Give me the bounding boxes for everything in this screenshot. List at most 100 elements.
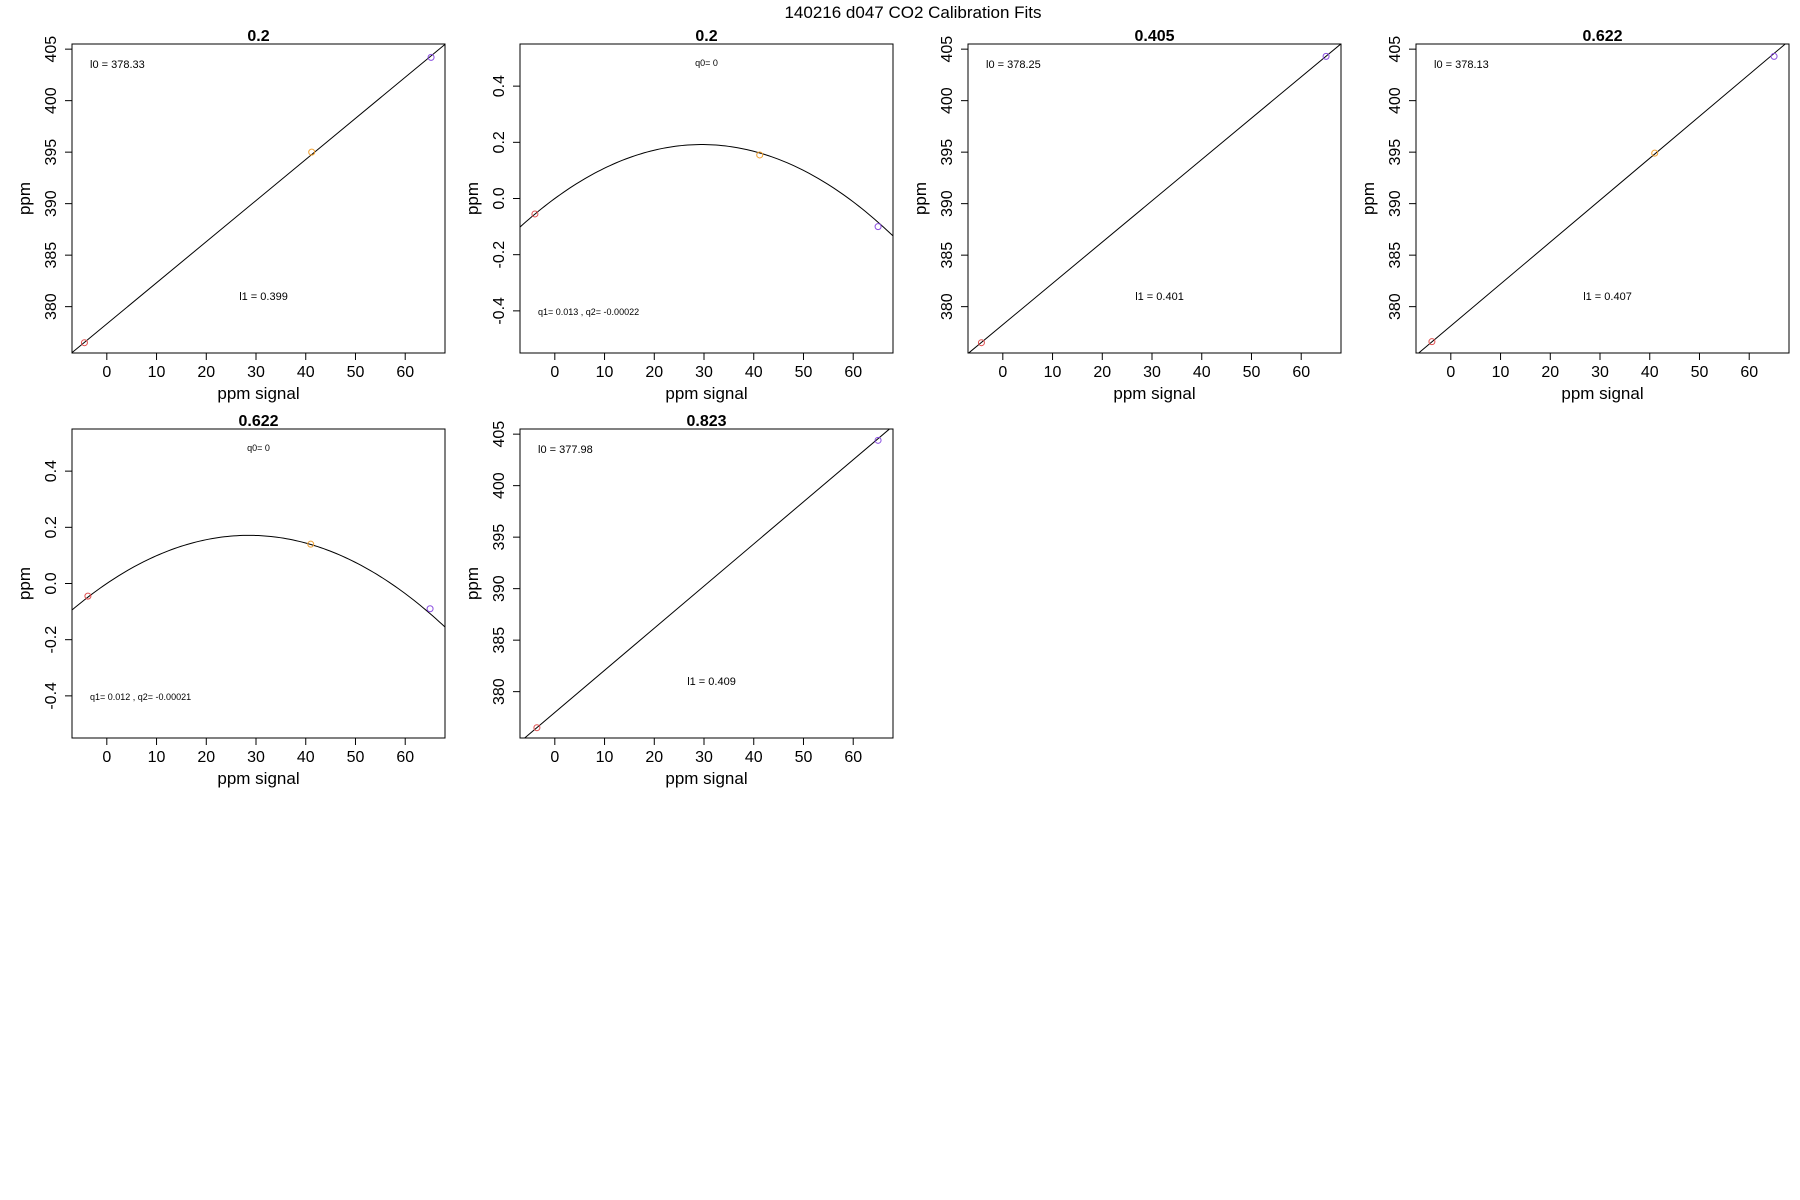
y-tick-label: 380 (939, 293, 956, 320)
x-tick-label: 10 (596, 364, 614, 381)
x-tick-label: 0 (998, 364, 1007, 381)
y-tick-label: 380 (1387, 293, 1404, 320)
y-tick-label: 0.2 (43, 516, 60, 538)
y-axis-label: ppm (15, 567, 34, 600)
annotation: l0 = 378.25 (986, 59, 1041, 71)
y-tick-label: 390 (939, 190, 956, 217)
annotation: l1 = 0.409 (687, 676, 736, 688)
annotation: q0= 0 (247, 443, 270, 453)
x-tick-label: 60 (844, 364, 862, 381)
y-tick-label: 0.4 (491, 75, 508, 97)
y-axis-label: ppm (463, 567, 482, 600)
y-tick-label: 400 (491, 472, 508, 499)
fit-line (72, 44, 445, 353)
x-tick-label: 50 (1691, 364, 1709, 381)
y-tick-label: 400 (939, 87, 956, 114)
y-tick-label: 390 (491, 575, 508, 602)
panel-title: 0.823 (686, 413, 726, 430)
x-tick-label: 10 (148, 749, 166, 766)
data-point (427, 53, 435, 61)
annotation: l0 = 377.98 (538, 444, 593, 456)
x-tick-label: 20 (197, 364, 215, 381)
x-tick-label: 60 (396, 749, 414, 766)
x-tick-label: 30 (247, 364, 265, 381)
data-point (426, 605, 434, 613)
y-axis-label: ppm (463, 182, 482, 215)
fit-line (523, 429, 891, 738)
x-tick-label: 40 (1193, 364, 1211, 381)
data-point (531, 210, 539, 218)
y-tick-label: 380 (491, 678, 508, 705)
annotation: l1 = 0.401 (1135, 291, 1184, 303)
x-tick-label: 10 (1492, 364, 1510, 381)
y-tick-label: 395 (43, 139, 60, 166)
annotation: l0 = 378.13 (1434, 59, 1489, 71)
fit-line (1417, 44, 1787, 353)
x-tick-label: 10 (596, 749, 614, 766)
y-tick-label: 0.4 (43, 460, 60, 482)
x-tick-label: 40 (297, 364, 315, 381)
annotation: l1 = 0.399 (239, 291, 288, 303)
x-tick-label: 50 (347, 749, 365, 766)
x-tick-label: 0 (1446, 364, 1455, 381)
annotation: l0 = 378.33 (90, 59, 145, 71)
x-tick-label: 40 (745, 364, 763, 381)
x-axis-label: ppm signal (1561, 384, 1643, 403)
x-tick-label: 30 (1143, 364, 1161, 381)
y-tick-label: 385 (491, 627, 508, 654)
panel-6: 0.823 0 10 20 30 40 50 60 ppm signal 380 385 390 395… (463, 413, 894, 788)
x-tick-label: 0 (102, 749, 111, 766)
x-tick-label: 60 (1292, 364, 1310, 381)
panel-title: 0.622 (238, 413, 278, 430)
data-point (1770, 52, 1778, 60)
panel-title: 0.2 (695, 28, 717, 45)
x-tick-label: 30 (695, 749, 713, 766)
annotation: q0= 0 (695, 58, 718, 68)
y-tick-label: -0.2 (491, 241, 508, 269)
x-axis-label: ppm signal (665, 384, 747, 403)
x-tick-label: 40 (1641, 364, 1659, 381)
y-tick-label: 395 (939, 139, 956, 166)
y-tick-label: -0.4 (43, 682, 60, 710)
x-tick-label: 20 (197, 749, 215, 766)
data-point (1322, 52, 1330, 60)
x-tick-label: 0 (550, 749, 559, 766)
x-tick-label: 50 (1243, 364, 1261, 381)
y-tick-label: 390 (43, 190, 60, 217)
panel-title: 0.2 (247, 28, 269, 45)
x-axis-label: ppm signal (1113, 384, 1195, 403)
x-tick-label: 20 (1541, 364, 1559, 381)
x-tick-label: 0 (550, 364, 559, 381)
data-point (874, 223, 882, 231)
fit-line (72, 534, 445, 628)
y-tick-label: 395 (491, 524, 508, 551)
y-tick-label: 0.0 (43, 572, 60, 594)
x-tick-label: 30 (695, 364, 713, 381)
x-tick-label: 20 (1093, 364, 1111, 381)
y-tick-label: 405 (939, 36, 956, 63)
y-axis-label: ppm (15, 182, 34, 215)
x-tick-label: 40 (745, 749, 763, 766)
y-tick-label: 385 (939, 242, 956, 269)
data-point (1651, 149, 1659, 157)
data-point (308, 148, 316, 156)
y-tick-label: 0.2 (491, 131, 508, 153)
annotation: l1 = 0.407 (1583, 291, 1632, 303)
y-tick-label: 0.0 (491, 187, 508, 209)
y-tick-label: 395 (1387, 139, 1404, 166)
y-tick-label: -0.4 (491, 297, 508, 325)
data-point (977, 339, 985, 347)
annotation: q1= 0.012 , q2= -0.00021 (90, 692, 191, 702)
panel-4: 0.622 0 10 20 30 40 50 60 ppm signal 380 385 390 395… (1359, 28, 1790, 403)
data-point (307, 540, 315, 548)
x-tick-label: 50 (795, 364, 813, 381)
data-point (1428, 338, 1436, 346)
panel-2: 0.2 0 10 20 30 40 50 60 ppm signal -0.4 -0.2 0.0 0.2… (463, 28, 894, 403)
data-point (80, 339, 88, 347)
y-tick-label: 405 (1387, 36, 1404, 63)
y-tick-label: -0.2 (43, 626, 60, 654)
panel-3: 0.405 0 10 20 30 40 50 60 ppm signal 380 385 390 395… (911, 28, 1342, 403)
x-axis-label: ppm signal (217, 384, 299, 403)
